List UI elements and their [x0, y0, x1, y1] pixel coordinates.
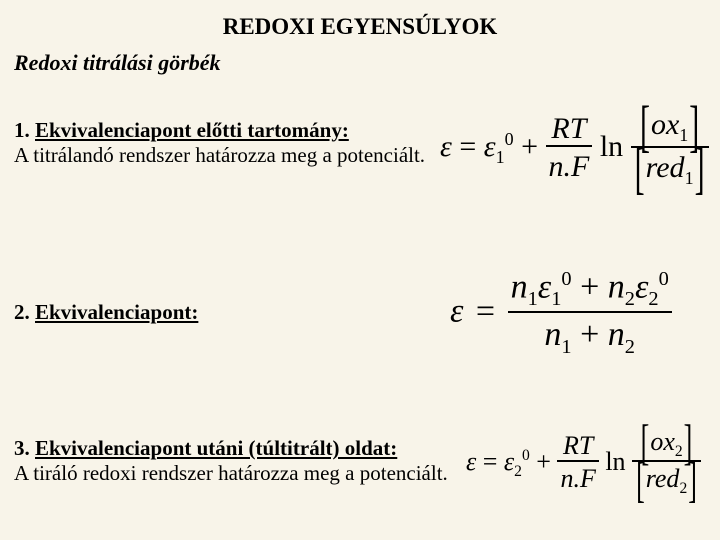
eq2-den: n1 + n2: [508, 311, 672, 360]
eq2-equals: =: [472, 293, 499, 330]
eq1-red: [red1]: [631, 146, 709, 190]
equation-2: ε = n1ε10 + n2ε20 n1 + n2: [450, 268, 672, 360]
equation-3: ε = ε20 + RT n.F ln [ox2] [red2]: [466, 428, 701, 500]
eq3-red: [red2]: [632, 460, 701, 499]
eq1-nf: n.F: [546, 145, 593, 186]
eq1-eps1: ε: [484, 130, 496, 163]
eq3-eps2: ε: [504, 447, 514, 476]
section-1-num: 1.: [14, 118, 30, 142]
eq1-plus: +: [521, 130, 538, 163]
eq3-equals: =: [483, 447, 498, 476]
page-title: REDOXI EGYENSÚLYOK: [0, 0, 720, 40]
page-subtitle: Redoxi titrálási görbék: [0, 40, 720, 76]
eq3-nf: n.F: [557, 460, 598, 496]
eq3-plus: +: [536, 447, 551, 476]
eq1-sup0: 0: [505, 129, 514, 149]
eq1-eps: ε: [440, 130, 452, 163]
eq1-frac-rt: RT n.F: [546, 112, 593, 186]
eq3-frac-rt: RT n.F: [557, 432, 598, 496]
equation-1: ε = ε10 + RT n.F ln [ox1] [red1]: [440, 108, 709, 190]
eq2-frac: n1ε10 + n2ε20 n1 + n2: [508, 268, 672, 360]
section-2-heading: Ekvivalenciapont:: [35, 300, 198, 324]
eq1-ln: ln: [600, 130, 623, 163]
eq3-ln: ln: [605, 447, 625, 476]
section-2-num: 2.: [14, 300, 30, 324]
eq1-rt: RT: [546, 112, 593, 145]
section-1-body: A titrálandó rendszer határozza meg a po…: [14, 143, 425, 167]
eq1-equals: =: [459, 130, 476, 163]
eq1-sub1: 1: [496, 147, 505, 167]
eq2-eps: ε: [450, 293, 463, 330]
section-3-num: 3.: [14, 436, 30, 460]
eq3-sub2: 2: [514, 463, 522, 480]
section-1-heading: Ekvivalenciapont előtti tartomány:: [35, 118, 349, 142]
section-3: 3. Ekvivalenciapont utáni (túltitrált) o…: [14, 436, 464, 486]
section-3-body: A tiráló redoxi rendszer határozza meg a…: [14, 461, 448, 485]
section-1: 1. Ekvivalenciapont előtti tartomány: A …: [14, 118, 434, 168]
eq3-eps: ε: [466, 447, 476, 476]
eq1-frac-oxred: [ox1] [red1]: [631, 108, 709, 190]
eq3-rt: RT: [557, 432, 598, 461]
eq2-num: n1ε10 + n2ε20: [508, 268, 672, 311]
eq3-sup0: 0: [522, 447, 530, 464]
section-3-heading: Ekvivalenciapont utáni (túltitrált) olda…: [35, 436, 397, 460]
section-2: 2. Ekvivalenciapont:: [14, 300, 434, 325]
eq3-frac-oxred: [ox2] [red2]: [632, 428, 701, 500]
